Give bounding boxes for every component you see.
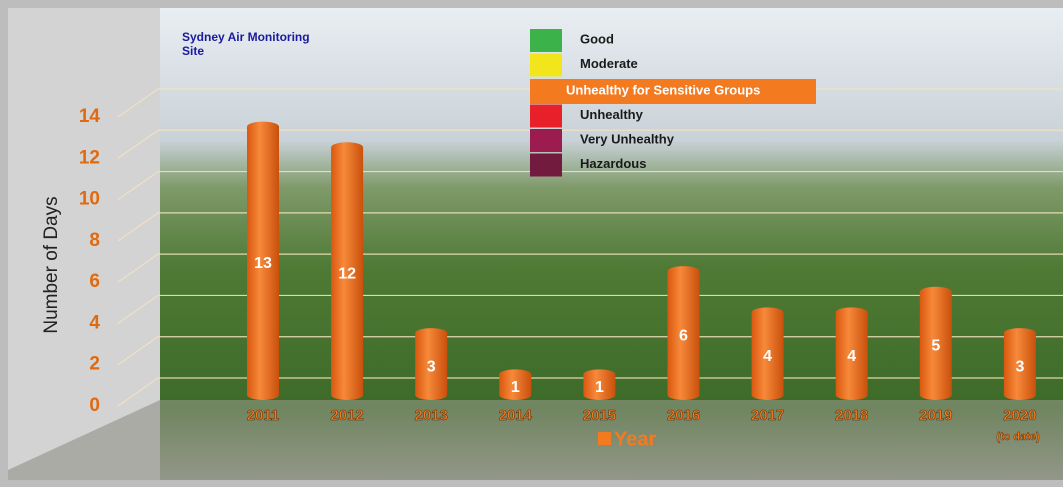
value-label: 3 [427,358,436,375]
x-tick-label: 2020 [1003,407,1036,424]
grid-line [117,129,1063,159]
x-tick-label: 2014 [499,407,533,424]
bar [835,307,868,400]
legend-label: Unhealthy [580,107,644,122]
legend-swatch [530,129,562,152]
y-tick-label: 10 [79,189,100,210]
legend-swatch [530,29,562,52]
bar [751,307,784,400]
value-label: 5 [931,338,940,355]
grid-line [117,253,1063,283]
x-tick-label: 2016 [667,407,700,424]
bar [583,369,616,400]
bar [667,266,700,400]
grid-line [117,170,1063,201]
left-wall [8,8,160,470]
y-tick-label: 2 [89,354,100,375]
value-label: 3 [1015,358,1024,375]
x-tick-label: 2012 [330,407,363,424]
bar [331,142,364,401]
value-label: 6 [679,327,688,344]
grid-line [117,212,1063,242]
grid-line [117,294,1063,324]
bar [919,286,952,400]
x-axis-label: Year [614,428,656,450]
x-tick-label: 2019 [919,407,952,424]
legend-label: Moderate [580,56,638,71]
legend-swatch [530,153,562,177]
bar [415,328,448,400]
legend-label: Very Unhealthy [580,131,675,146]
y-tick-label: 12 [79,147,100,168]
y-tick-label: 0 [89,395,100,416]
y-tick-label: 8 [89,230,100,251]
value-label: 4 [763,348,772,365]
y-tick-label: 6 [89,271,100,292]
legend-swatch [530,104,562,128]
y-tick-label: 4 [89,312,100,333]
bar [1003,328,1036,400]
legend-label: Good [580,31,614,46]
x-tick-label: 2018 [835,407,868,424]
value-label: 1 [511,379,520,396]
value-label: 4 [847,348,856,365]
legend-highlight [530,79,816,104]
x-tick-label: 2017 [751,407,784,424]
legend-swatch [530,53,562,77]
x-tick-label: 2013 [415,407,448,424]
floor [8,400,1063,480]
value-label: 13 [254,255,272,272]
value-label: 1 [595,379,604,396]
x-tick-label: 2015 [583,407,616,424]
annotation: (to date) [996,431,1040,443]
legend-label: Unhealthy for Sensitive Groups [566,82,760,97]
y-tick-label: 14 [79,106,101,127]
y-axis-label: Number of Days [41,196,62,333]
bar [247,121,279,400]
bar [499,369,532,400]
value-label: 12 [338,265,356,282]
x-tick-label: 2011 [247,407,280,424]
chart-title: Sydney Air Monitoring Site [182,30,310,58]
x-label-marker [598,432,611,445]
legend-label: Hazardous [580,156,646,171]
